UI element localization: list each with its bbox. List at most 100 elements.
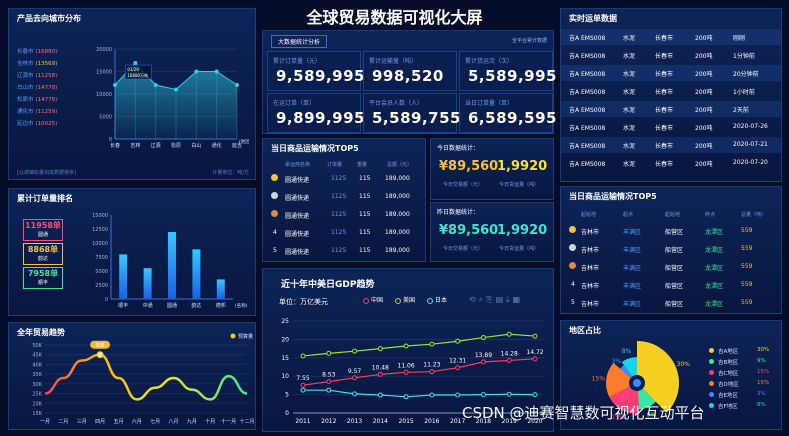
cell-to_city: 船营区 xyxy=(665,301,684,308)
stats-panel: 大数据统计分析 全平台累计数据 累计订单量（元） 9,589,995 累计运输量（吨… xyxy=(262,30,556,134)
cell-weight: 200吨 xyxy=(695,125,713,132)
cell-from_city: 吉林市 xyxy=(581,229,600,236)
legend-value: 9% xyxy=(757,358,766,364)
carrier-name: 圆通快递 xyxy=(285,213,310,220)
data-point xyxy=(153,83,158,87)
series-point xyxy=(532,333,538,339)
pie-slice xyxy=(606,362,637,398)
y-tick-label: 15K xyxy=(32,411,42,417)
bar xyxy=(143,268,152,299)
slice-label: 9% xyxy=(647,411,657,418)
series-point xyxy=(326,350,332,356)
rank-number: 5 xyxy=(273,247,277,254)
legend-label: 预算量 xyxy=(238,333,253,340)
legend-item: 日本 xyxy=(427,295,447,304)
unit-note: 计量单位：吨/方 xyxy=(212,170,249,176)
legend-name: 松原市 xyxy=(17,97,34,103)
x-tick-label: 2017 xyxy=(450,418,465,425)
x-tick-label: 中通 xyxy=(143,302,153,309)
cell-weight: 200吨 xyxy=(695,89,713,96)
series-point xyxy=(377,346,383,352)
x-tick-label: 2012 xyxy=(321,418,336,425)
toolbox-icons[interactable]: ⟲⌕⎘▤⤓▦ xyxy=(469,295,524,304)
cell-weight: 200吨 xyxy=(695,53,713,60)
panel-title: 当日商品运输情况TOP5 xyxy=(569,192,657,201)
stat-card: 当日订单量（单） 6,589,595 xyxy=(459,93,556,133)
table-header: 总额（元） xyxy=(387,162,413,168)
cell-city: 长春市 xyxy=(655,71,674,78)
yesterday-title: 昨日数据统计： xyxy=(437,209,480,216)
legend-value: (16880) xyxy=(35,49,58,55)
yesterday-amount-label: 今日交易额（元） xyxy=(443,246,484,252)
stat-value: 998,520 xyxy=(372,67,444,85)
chip-label: 圆通 xyxy=(37,232,48,238)
legend-item: 通化市 (11259) xyxy=(17,107,57,115)
rank-chip: 11958单 圆通 xyxy=(23,219,63,241)
legend-name: 吉E地区 xyxy=(718,393,738,399)
x-tick-label: 2013 xyxy=(347,418,362,425)
x-tick-label: 一月 xyxy=(40,419,50,425)
highlight-point xyxy=(96,351,104,359)
cell-to: 龙潭区 xyxy=(705,265,724,272)
cell-weight: 200吨 xyxy=(695,143,713,150)
slice-label: 15% xyxy=(611,414,625,421)
legend-swatch xyxy=(709,403,714,408)
trade-trend-chart: 15K 20K 25K 30K 35K 40K 45K 50K 一月 二月 三月 四月 五月 六月 七月 八月… xyxy=(32,333,254,425)
x-tick-label: 二月 xyxy=(58,419,68,425)
y-tick-label: 0 xyxy=(285,410,289,417)
legend-value: 8% xyxy=(757,402,766,408)
legend-name: 长春市 xyxy=(17,49,34,55)
stat-label: 平台会员人数（人） xyxy=(369,100,424,107)
cell-from: 丰满区 xyxy=(623,229,642,236)
stat-value: 5,589,755 xyxy=(372,109,461,127)
bar xyxy=(216,279,225,299)
data-label: 12.31 xyxy=(449,358,466,365)
panel-title: 全年贸易趋势 xyxy=(17,328,65,337)
legend-label: 中国 xyxy=(371,297,384,304)
y-tick-label: 40K xyxy=(32,362,42,368)
slice-label: 8% xyxy=(622,348,632,355)
chip-value: 11958单 xyxy=(25,221,61,230)
tooltip-date: 01/29 xyxy=(127,67,139,72)
cell-to: 龙潭区 xyxy=(705,229,724,236)
legend-value: (11259) xyxy=(35,109,58,115)
data-point xyxy=(133,61,138,66)
cell-time: 刚刚 xyxy=(733,35,746,42)
series-point xyxy=(403,394,409,400)
total-cell: 189,000 xyxy=(385,229,410,236)
carrier-name: 圆通快递 xyxy=(285,195,310,202)
table-row: 吉A EMS008 水泥 长春市 200吨 2020-07-26 xyxy=(561,119,781,135)
slice-label: 30% xyxy=(677,361,691,368)
tab-big-data[interactable]: 大数据统计分析 xyxy=(271,35,328,48)
orders-cell: 1125 xyxy=(331,193,347,200)
y-tick-label: 5 xyxy=(285,392,289,399)
weight-cell: 115 xyxy=(359,175,371,182)
stat-card: 累计货运次（次） 5,589,995 xyxy=(459,51,556,91)
x-tick-label: 长春 xyxy=(110,142,120,149)
today-volume: 1,9920 xyxy=(497,159,548,174)
cell-cargo: 水泥 xyxy=(623,161,636,168)
yesterday-volume: 1,9920 xyxy=(497,223,548,238)
stat-value: 9,589,995 xyxy=(276,67,365,85)
table-header: 订单量 xyxy=(327,162,343,168)
series-line xyxy=(303,389,536,398)
tab-platform-total[interactable]: 全平台累计数据 xyxy=(511,38,547,44)
tooltip-box xyxy=(125,64,152,80)
today-panel: 今日数据统计： ¥89,560 今日交易额（元） 1,9920 今日货运量（吨） xyxy=(430,138,554,200)
cell-total: 559 xyxy=(741,281,753,288)
x-tick-label: 松原 xyxy=(171,142,181,149)
x-tick-label: 九月 xyxy=(187,418,197,425)
series-point xyxy=(326,379,332,385)
series-point xyxy=(455,338,461,344)
data-point xyxy=(194,69,199,74)
legend-name: 白山市 xyxy=(17,85,34,91)
legend-name: 吉B地区 xyxy=(718,360,739,366)
table-row: 吉A EMS008 水泥 长春市 200吨 刚刚 xyxy=(561,29,781,45)
total-cell: 189,000 xyxy=(385,247,410,254)
cell-cargo: 水泥 xyxy=(623,71,636,78)
chip-label: 韵达 xyxy=(37,256,48,262)
panel-title: 地区占比 xyxy=(569,326,601,335)
table-row: 吉A EMS008 水泥 长春市 200吨 2天前 xyxy=(561,101,781,117)
today-amount: ¥89,560 xyxy=(439,159,499,174)
legend-value: (10025) xyxy=(35,121,58,127)
